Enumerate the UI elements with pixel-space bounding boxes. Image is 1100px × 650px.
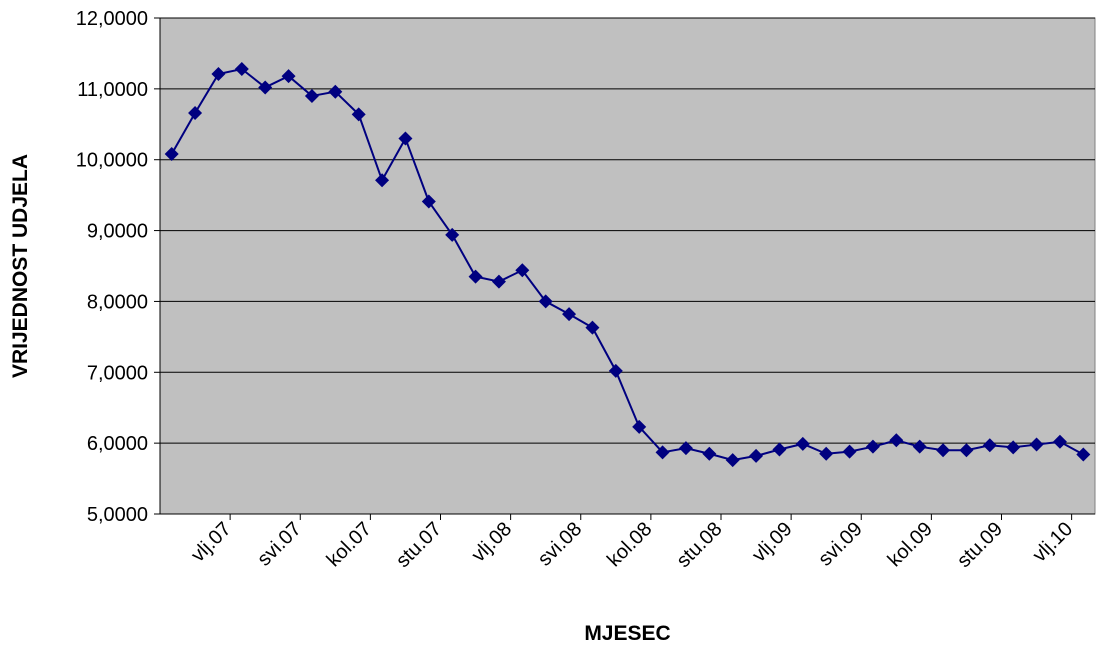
y-tick-label: 9,0000 — [87, 221, 148, 243]
data-point-marker — [211, 66, 226, 81]
y-axis-title: VRIJEDNOST UDJELA — [9, 154, 32, 378]
y-axis-tick-labels: 5,0000 6,0000 7,0000 8,0000 9,0000 10,0000 11,… — [76, 8, 148, 526]
data-point-marker — [725, 453, 740, 468]
data-point-marker — [304, 88, 319, 103]
data-point-marker — [1006, 440, 1021, 455]
data-point-marker — [702, 446, 717, 461]
data-point-marker — [749, 448, 764, 463]
x-tick-label: vlj.07 — [187, 518, 236, 567]
x-tick-label: stu.07 — [392, 518, 446, 572]
series-markers — [164, 62, 1091, 468]
x-tick-label: svi.10 — [1095, 518, 1100, 571]
data-point-marker — [842, 444, 857, 459]
data-point-marker — [398, 131, 413, 146]
data-point-marker — [328, 84, 343, 99]
x-tick-label: vlj.09 — [748, 518, 797, 567]
y-tick-label: 5,0000 — [87, 504, 148, 526]
data-point-marker — [375, 173, 390, 188]
x-tick-label: stu.08 — [672, 518, 726, 572]
y-tick-label: 10,0000 — [76, 150, 148, 172]
data-point-marker — [234, 62, 249, 77]
axes — [154, 17, 1095, 520]
x-tick-label: vlj.08 — [468, 518, 517, 567]
y-tick-label: 7,0000 — [87, 362, 148, 384]
data-point-marker — [608, 363, 623, 378]
x-axis-title: MJESEC — [584, 622, 670, 645]
x-tick-label: vlj.10 — [1029, 518, 1078, 567]
plot-area — [159, 17, 1096, 515]
data-point-marker — [258, 80, 273, 95]
data-point-marker — [982, 438, 997, 453]
data-point-marker — [795, 436, 810, 451]
data-point-marker — [515, 263, 530, 278]
x-tick-label: kol.08 — [603, 518, 656, 571]
data-point-marker — [562, 307, 577, 322]
data-point-marker — [936, 443, 951, 458]
x-tick-label: stu.09 — [953, 518, 1007, 572]
data-point-marker — [164, 147, 179, 162]
data-point-marker — [538, 294, 553, 309]
y-tick-label: 6,0000 — [87, 433, 148, 455]
x-tick-label: svi.09 — [814, 518, 867, 571]
y-tick-label: 8,0000 — [87, 291, 148, 313]
data-point-marker — [188, 105, 203, 120]
data-point-marker — [421, 194, 436, 209]
data-point-marker — [1029, 437, 1044, 452]
data-point-marker — [1076, 447, 1091, 462]
x-axis-tick-labels: vlj.07 svi.07 kol.07 stu.07 vlj.08 svi.08 kol.… — [187, 518, 1100, 572]
data-point-marker — [772, 442, 787, 457]
x-tick-label: kol.09 — [884, 518, 937, 571]
x-tick-label: kol.07 — [323, 518, 376, 571]
data-point-marker — [351, 107, 366, 122]
data-point-marker — [632, 419, 647, 434]
data-point-marker — [281, 69, 296, 84]
x-tick-label: svi.08 — [534, 518, 587, 571]
data-point-marker — [959, 443, 974, 458]
data-point-marker — [678, 441, 693, 456]
data-point-marker — [491, 274, 506, 289]
series-line — [170, 67, 1084, 462]
data-point-marker — [865, 439, 880, 454]
y-tick-label: 12,0000 — [76, 8, 148, 30]
data-point-marker — [1052, 434, 1067, 449]
x-tick-label: svi.07 — [253, 518, 306, 571]
data-point-marker — [819, 446, 834, 461]
data-point-marker — [585, 320, 600, 335]
data-point-marker — [912, 439, 927, 454]
grid-lines — [160, 17, 1095, 444]
data-point-marker — [889, 433, 904, 448]
y-tick-label: 11,0000 — [77, 79, 148, 101]
data-point-marker — [655, 445, 670, 460]
data-point-marker — [468, 269, 483, 284]
data-point-marker — [445, 227, 460, 242]
